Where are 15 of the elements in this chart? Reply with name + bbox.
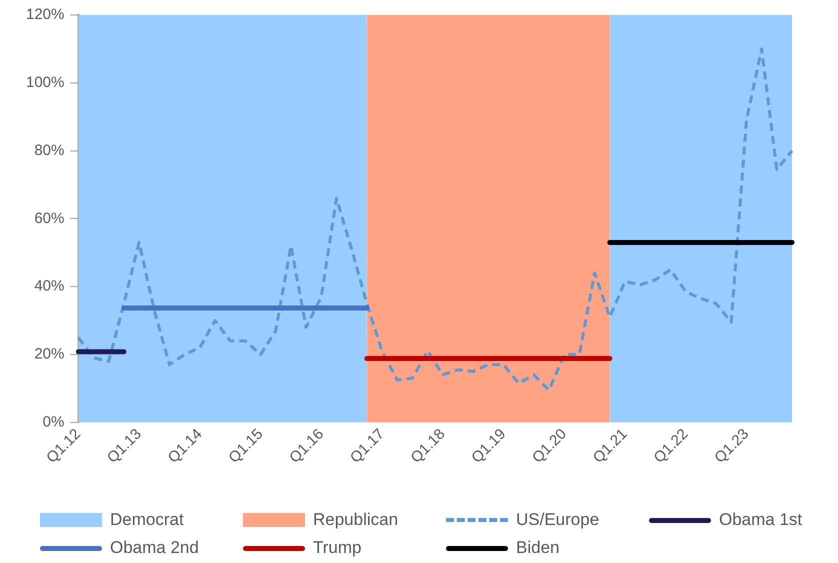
y-tick-label: 80% — [34, 142, 64, 159]
line-series — [76, 47, 794, 392]
y-tick-label: 0% — [42, 414, 64, 431]
y-tick-label: 60% — [34, 210, 64, 227]
legend-label: Obama 1st — [719, 510, 802, 530]
y-tick-label: 40% — [34, 278, 64, 295]
legend-label: US/Europe — [516, 510, 600, 530]
legend-label: Democrat — [110, 510, 184, 530]
y-tick-label: 100% — [26, 74, 64, 92]
legend-label: Trump — [313, 538, 362, 558]
legend-label: Obama 2nd — [110, 538, 199, 558]
legend-label: Biden — [516, 538, 560, 558]
legend-label: Republican — [313, 510, 398, 530]
y-tick-label: 120% — [26, 6, 64, 24]
y-tick-label: 20% — [34, 346, 64, 363]
